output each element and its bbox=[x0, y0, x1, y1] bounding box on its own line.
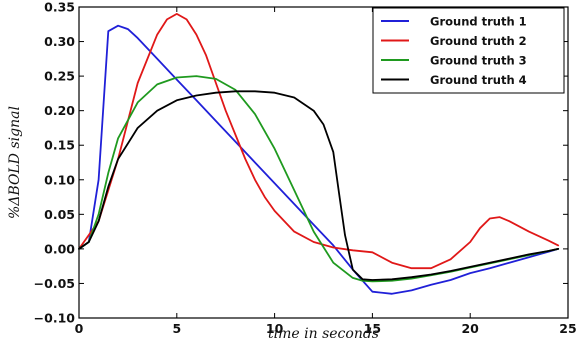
y-tick-label: 0.10 bbox=[44, 172, 75, 187]
y-tick-label: 0.20 bbox=[44, 103, 75, 118]
y-tick-label: 0.00 bbox=[44, 241, 75, 256]
legend-label-3: Ground truth 3 bbox=[430, 54, 527, 68]
series-layer bbox=[78, 13, 560, 295]
y-tick-label: −0.10 bbox=[34, 311, 76, 326]
series-line-1 bbox=[78, 24, 560, 295]
y-axis-label: %ΔBOLD signal bbox=[7, 106, 23, 219]
legend-label-2: Ground truth 2 bbox=[430, 34, 527, 48]
y-tick-label: 0.05 bbox=[44, 207, 75, 222]
legend-label-4: Ground truth 4 bbox=[430, 73, 527, 87]
y-tick-label: 0.30 bbox=[44, 34, 75, 49]
x-tick-label: 0 bbox=[75, 321, 84, 336]
x-tick-label: 10 bbox=[266, 321, 284, 336]
x-axis-label: time in seconds bbox=[268, 326, 379, 342]
y-tick-label: 0.15 bbox=[44, 138, 75, 153]
series-line-3 bbox=[78, 75, 560, 283]
legend-label-1: Ground truth 1 bbox=[430, 15, 527, 29]
x-tick-label: 25 bbox=[559, 321, 576, 336]
series-line-4 bbox=[78, 90, 560, 281]
y-tick-label: 0.35 bbox=[44, 0, 75, 15]
x-tick-label: 20 bbox=[461, 321, 479, 336]
legend: Ground truth 1 Ground truth 2 Ground truth… bbox=[372, 7, 565, 94]
x-tick-label: 15 bbox=[364, 321, 381, 336]
plot-frame bbox=[78, 6, 569, 319]
series-line-2 bbox=[78, 13, 560, 270]
ticks-layer: 0 5 10 15 20 25 −0.10 −0.05 0.00 0.05 0.10 0.15 0.20… bbox=[34, 0, 577, 336]
x-tick-label: 5 bbox=[172, 321, 181, 336]
y-tick-label: 0.25 bbox=[44, 69, 75, 84]
y-tick-label: −0.05 bbox=[34, 276, 75, 291]
